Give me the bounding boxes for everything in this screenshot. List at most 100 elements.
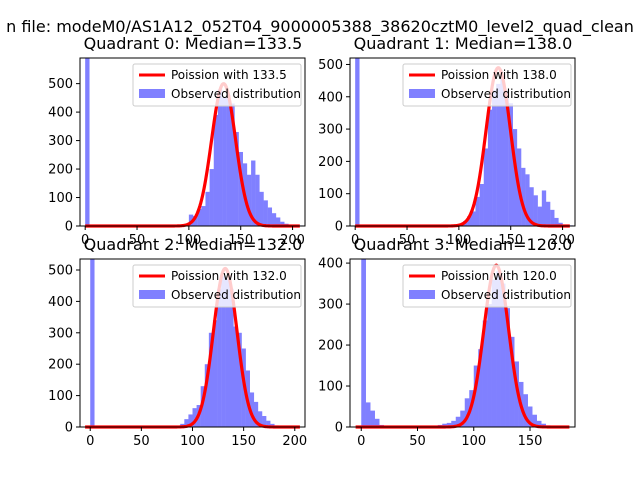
histogram-bar	[209, 169, 214, 226]
histogram-bar	[280, 221, 285, 226]
y-tick-label: 500	[318, 58, 343, 73]
x-tick-label: 100	[180, 434, 205, 449]
x-tick-label: 50	[129, 233, 146, 248]
y-tick-label: 0	[335, 421, 343, 436]
x-tick-label: 150	[231, 434, 256, 449]
histogram-bar	[532, 414, 537, 427]
histogram-bar	[217, 288, 222, 427]
histogram-bar	[85, 58, 90, 226]
y-tick-label: 200	[48, 163, 73, 178]
histogram-bar	[536, 420, 542, 427]
histogram-bar	[355, 58, 360, 226]
histogram-bar	[226, 95, 231, 227]
histogram-bar	[491, 279, 497, 427]
histogram-bar	[255, 174, 260, 226]
histogram-bar	[188, 414, 193, 427]
histogram-bar	[467, 216, 472, 226]
y-tick-label: 300	[318, 123, 343, 138]
histogram-bar	[370, 410, 375, 427]
histogram-bar	[212, 320, 218, 427]
x-tick-label: 0	[357, 434, 365, 449]
histogram-bar	[374, 418, 380, 427]
histogram-bar	[473, 365, 479, 427]
histogram-bar	[455, 416, 461, 427]
x-tick-label: 0	[86, 434, 94, 449]
y-tick-label: 300	[48, 326, 73, 341]
y-tick-label: 300	[318, 298, 343, 313]
histogram-bar	[550, 209, 555, 226]
x-axis-ticks: 0 50 100 150 200	[81, 226, 305, 248]
histogram-bar	[234, 132, 239, 226]
histogram-bar	[271, 213, 277, 226]
histogram-bar	[253, 401, 259, 427]
legend-bar-label: Observed distribution	[171, 87, 301, 101]
y-tick-label: 400	[48, 295, 73, 310]
x-tick-label: 100	[446, 233, 471, 248]
histogram-bar	[251, 160, 256, 226]
legend-bar-label: Observed distribution	[171, 288, 301, 302]
legend-curve-label: Poission with 133.5	[171, 68, 287, 82]
y-tick-label: 200	[48, 358, 73, 373]
y-tick-label: 400	[318, 257, 343, 272]
legend-bar-label: Observed distribution	[441, 87, 571, 101]
histogram-bar	[500, 77, 505, 226]
histogram-bar	[193, 216, 198, 226]
plot-frame	[349, 57, 576, 227]
legend: Poission with 120.0 Observed distributio…	[402, 264, 572, 308]
histogram-bar	[90, 259, 95, 427]
y-axis-ticks: 0 100 200 300 400 500	[318, 58, 350, 235]
histogram-bar	[464, 398, 470, 427]
y-tick-label: 200	[318, 155, 343, 170]
histogram-bar	[487, 304, 492, 427]
y-axis-ticks: 0 100 200 300 400 500	[48, 263, 80, 436]
histogram-bar	[496, 83, 501, 226]
histogram-bar	[500, 283, 506, 427]
panel-title: Quadrant 0: Median=133.5	[84, 34, 303, 53]
histogram-bar	[478, 349, 483, 427]
y-tick-label: 300	[48, 134, 73, 149]
y-tick-label: 0	[65, 220, 73, 235]
histogram-bar	[249, 392, 255, 427]
plot-frame	[349, 258, 576, 428]
histogram-bar	[275, 217, 281, 226]
histogram-bar	[237, 332, 242, 427]
panel-title: Quadrant 2: Median=132.0	[84, 235, 303, 254]
histogram-bar	[229, 288, 234, 427]
histogram-bar	[192, 408, 197, 427]
histogram-bar	[262, 416, 267, 427]
x-tick-label: 150	[498, 233, 523, 248]
x-axis-ticks: 0 50 100 150 200	[351, 226, 575, 248]
panel-q2: Quadrant 2: Median=132.0 0 50 100 150 200 0 1…	[48, 235, 307, 449]
histogram-bar	[213, 114, 219, 226]
histogram-bar	[365, 402, 371, 427]
y-tick-label: 100	[48, 191, 73, 206]
plot-frame	[79, 57, 306, 227]
x-tick-label: 200	[550, 233, 575, 248]
histogram-bar	[558, 222, 563, 226]
legend-box	[132, 63, 302, 107]
histogram-bar	[554, 217, 559, 226]
histogram-bar	[508, 103, 513, 226]
histogram-bar	[201, 206, 206, 226]
x-tick-label: 150	[228, 233, 253, 248]
histogram-bar	[217, 89, 223, 226]
histogram-bar	[545, 201, 551, 226]
x-axis-ticks: 0 50 100 150	[357, 427, 542, 449]
legend: Poission with 138.0 Observed distributio…	[402, 63, 572, 107]
x-tick-label: 150	[518, 434, 543, 449]
histogram-bar	[238, 151, 243, 226]
histogram-bar	[233, 326, 238, 427]
legend-box	[402, 264, 572, 308]
histogram-bar	[492, 90, 497, 226]
x-tick-label: 50	[133, 434, 150, 449]
y-tick-label: 100	[48, 389, 73, 404]
x-tick-label: 0	[81, 233, 89, 248]
legend: Poission with 132.0 Observed distributio…	[132, 264, 302, 308]
histogram-bar	[509, 336, 515, 427]
legend-bar-swatch	[409, 89, 435, 98]
legend-box	[402, 63, 572, 107]
x-tick-label: 50	[409, 434, 426, 449]
y-axis-ticks: 0 100 200 300 400	[318, 257, 350, 436]
histogram-bar	[483, 148, 489, 226]
